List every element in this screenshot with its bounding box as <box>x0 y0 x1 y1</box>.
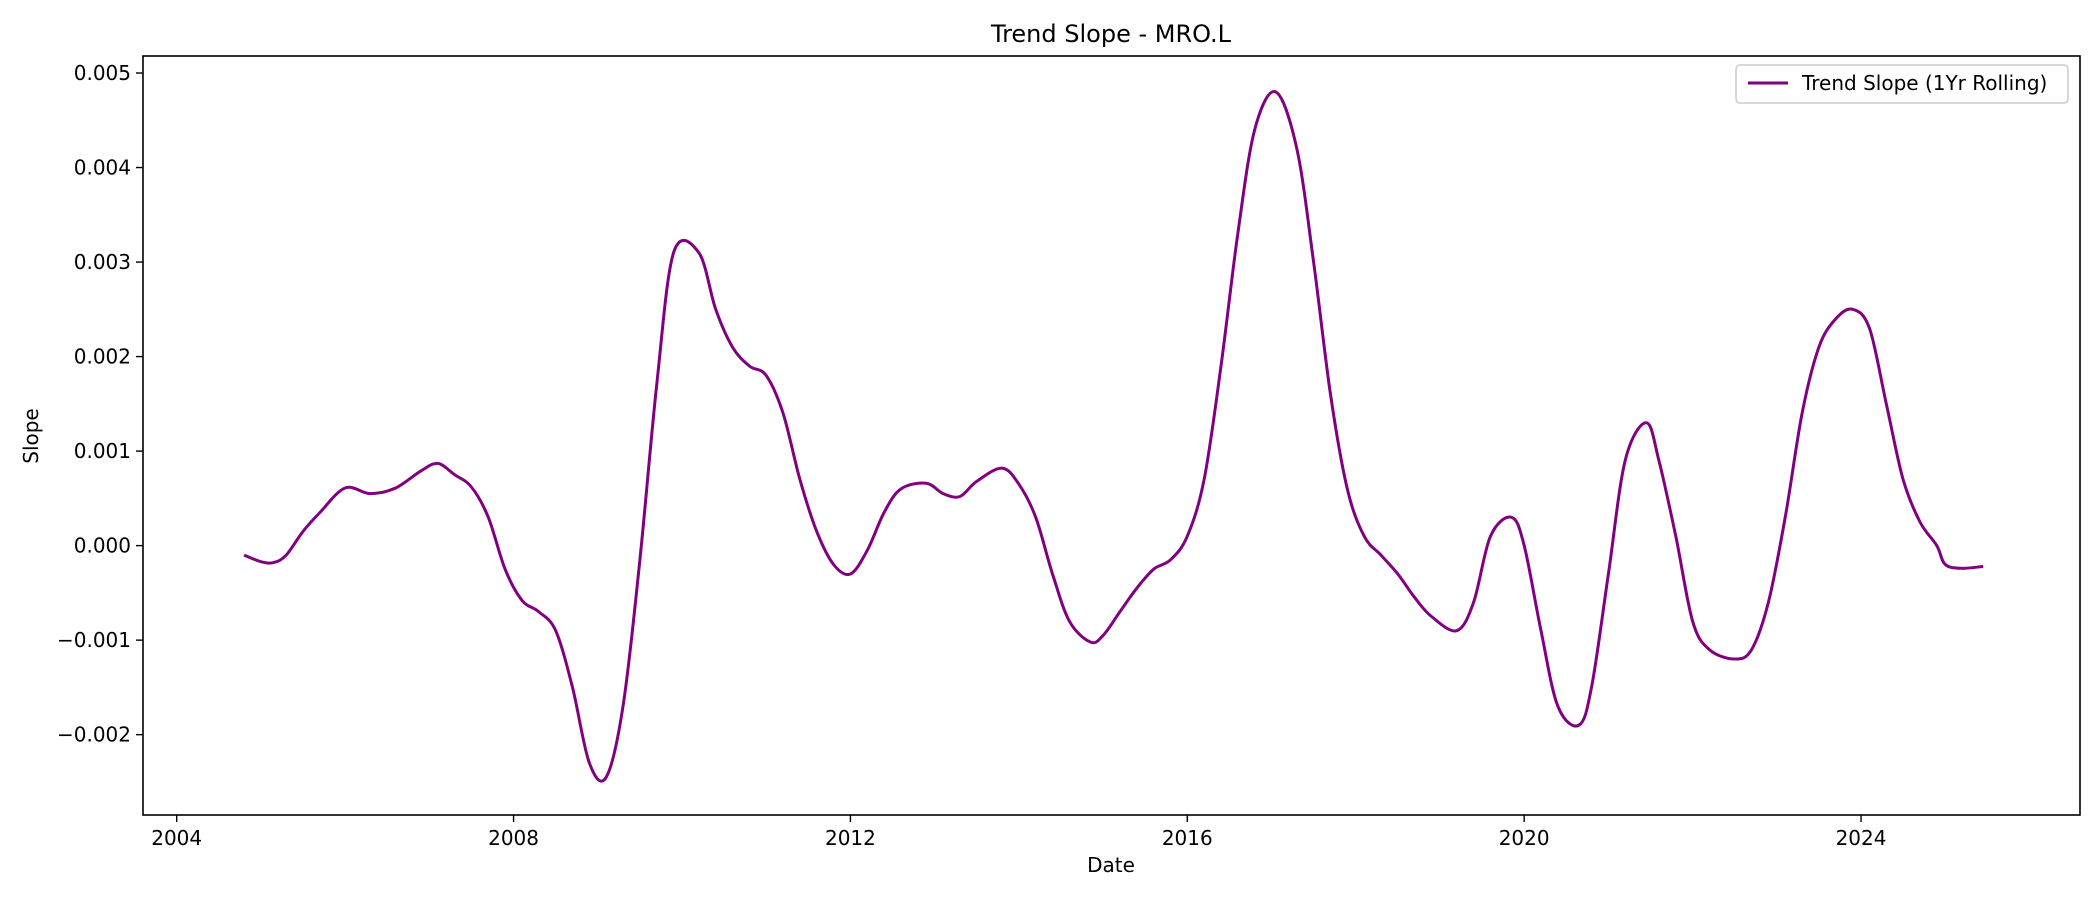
y-tick-label-5: 0.003 <box>74 250 131 274</box>
plot-area: 2004 2008 2012 2016 2020 2024 −0.002 −0.001 0.00… <box>57 55 2081 850</box>
y-tick-label-6: 0.004 <box>74 156 131 180</box>
y-tick-label-1: −0.001 <box>57 628 131 652</box>
y-tick-label-7: 0.005 <box>74 61 131 85</box>
plot-frame <box>142 55 2081 816</box>
legend: Trend Slope (1Yr Rolling) <box>1735 64 2069 104</box>
chart-title: Trend Slope - MRO.L <box>990 20 1232 48</box>
y-tick-label-3: 0.001 <box>74 439 131 463</box>
legend-frame <box>1735 64 2069 104</box>
x-tick-label-2024: 2024 <box>1836 826 1887 850</box>
y-tick-label-4: 0.002 <box>74 345 131 369</box>
y-tick-label-2: 0.000 <box>74 534 131 558</box>
x-tick-label-2020: 2020 <box>1499 826 1550 850</box>
y-axis-title: Slope <box>19 408 43 464</box>
x-tick-label-2004: 2004 <box>151 826 202 850</box>
x-tick-label-2016: 2016 <box>1162 826 1213 850</box>
x-tick-label-2008: 2008 <box>488 826 539 850</box>
y-tick-label-0: −0.002 <box>57 723 131 747</box>
legend-label: Trend Slope (1Yr Rolling) <box>1801 71 2047 95</box>
x-axis-title: Date <box>1087 853 1135 877</box>
x-tick-label-2012: 2012 <box>825 826 876 850</box>
series-line-0 <box>243 90 1984 783</box>
